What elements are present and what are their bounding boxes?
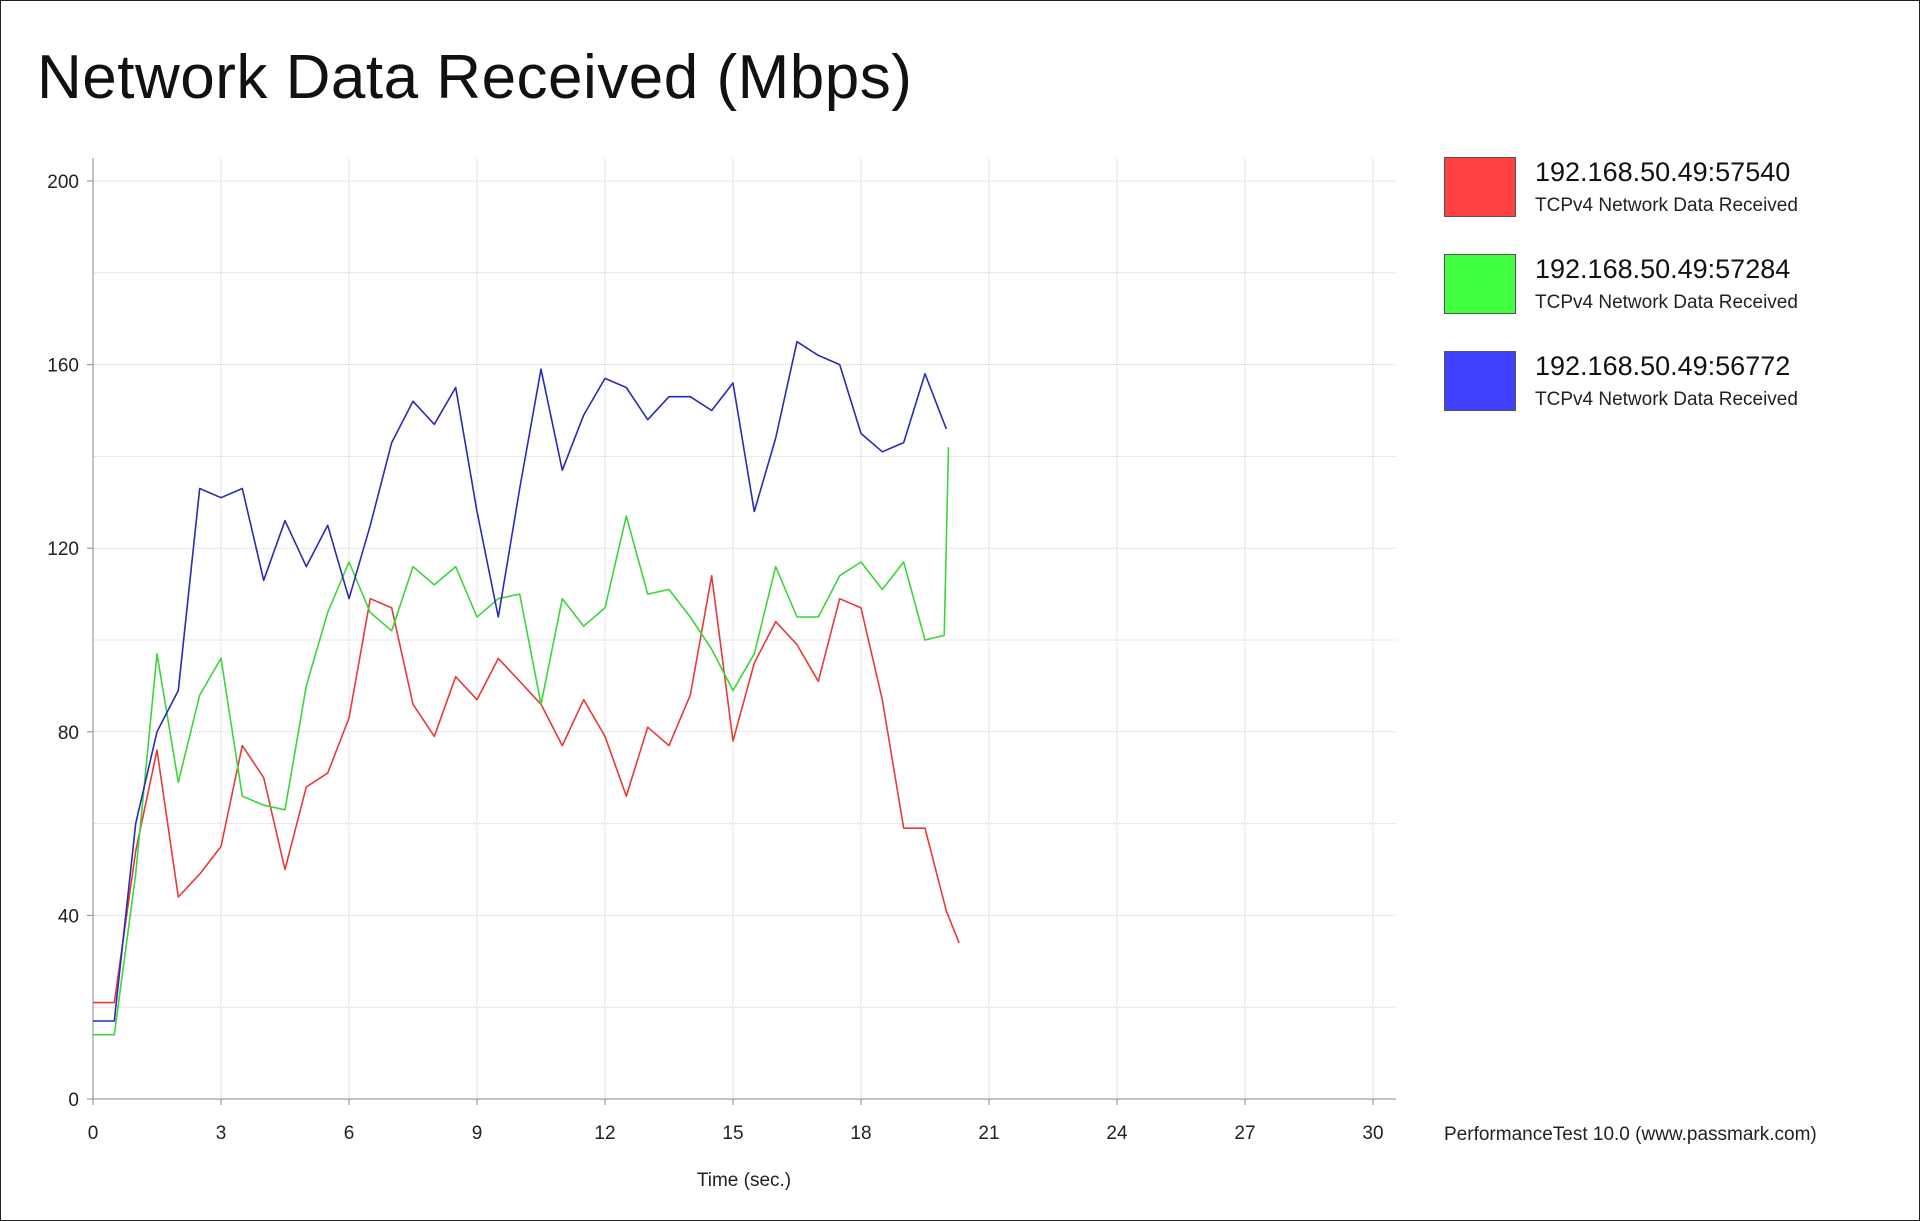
x-tick-label: 24 [1106, 1123, 1128, 1144]
axes [87, 158, 1396, 1105]
y-tick-label: 200 [47, 172, 79, 193]
x-tick-label: 3 [216, 1123, 227, 1144]
x-tick-label: 27 [1234, 1123, 1255, 1144]
legend-series-name-1: 192.168.50.49:57540 [1535, 157, 1791, 187]
series-lines [93, 340, 960, 1036]
legend-series-desc-3: TCPv4 Network Data Received [1535, 389, 1798, 410]
x-tick-label: 0 [88, 1123, 99, 1144]
chart-title: Network Data Received (Mbps) [37, 43, 913, 112]
x-tick-label: 30 [1362, 1123, 1383, 1144]
footer-credit: PerformanceTest 10.0 (www.passmark.com) [1444, 1124, 1817, 1145]
x-tick-label: 21 [978, 1123, 999, 1144]
x-tick-label: 9 [472, 1123, 483, 1144]
y-tick-label: 120 [47, 539, 79, 560]
series-line-3 [93, 340, 948, 1022]
x-tick-label: 12 [594, 1123, 615, 1144]
x-axis-label: Time (sec.) [696, 1170, 792, 1191]
y-tick-label: 0 [68, 1090, 79, 1111]
legend-swatch-1 [1444, 157, 1516, 217]
legend-series-name-2: 192.168.50.49:57284 [1535, 254, 1791, 284]
series-line-1 [93, 574, 960, 1004]
x-tick-label: 18 [850, 1123, 871, 1144]
series-line-2 [93, 447, 950, 1036]
legend-swatch-2 [1444, 254, 1516, 314]
legend-series-desc-1: TCPv4 Network Data Received [1535, 195, 1798, 216]
y-tick-label: 160 [47, 356, 79, 377]
tick-labels: 0 3 6 9 12 15 18 21 24 27 30 0 40 80 120 160 200 [47, 172, 1383, 1144]
x-tick-label: 15 [722, 1123, 743, 1144]
y-tick-label: 80 [58, 723, 79, 744]
y-tick-label: 40 [58, 906, 79, 927]
legend-series-name-3: 192.168.50.49:56772 [1535, 351, 1791, 381]
legend-swatch-3 [1444, 351, 1516, 411]
legend-series-desc-2: TCPv4 Network Data Received [1535, 292, 1798, 313]
x-tick-label: 6 [344, 1123, 355, 1144]
grid-lines [93, 158, 1396, 1099]
